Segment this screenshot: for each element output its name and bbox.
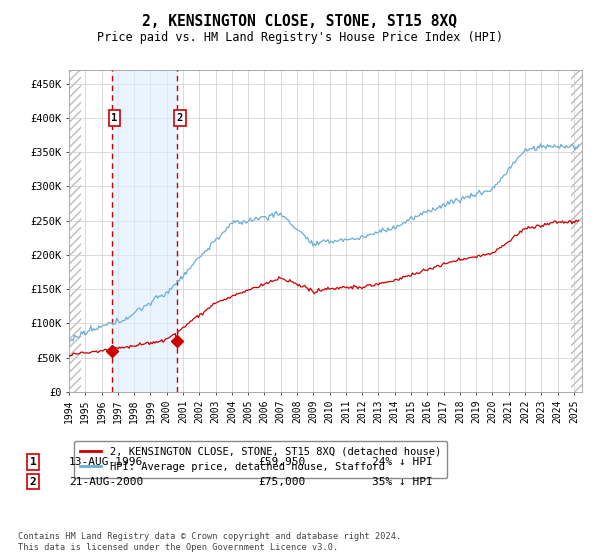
Bar [112, 70, 177, 392]
Text: 13-AUG-1996: 13-AUG-1996 [69, 457, 143, 467]
Text: 2: 2 [177, 113, 183, 123]
Bar [69, 70, 81, 392]
Bar [69, 70, 81, 392]
Text: 21-AUG-2000: 21-AUG-2000 [69, 477, 143, 487]
Text: £59,950: £59,950 [258, 457, 305, 467]
Text: 1: 1 [29, 457, 37, 467]
Bar [571, 70, 582, 392]
Text: 2, KENSINGTON CLOSE, STONE, ST15 8XQ: 2, KENSINGTON CLOSE, STONE, ST15 8XQ [143, 14, 458, 29]
Legend: 2, KENSINGTON CLOSE, STONE, ST15 8XQ (detached house), HPI: Average price, detac: 2, KENSINGTON CLOSE, STONE, ST15 8XQ (de… [74, 441, 447, 478]
Text: Price paid vs. HM Land Registry's House Price Index (HPI): Price paid vs. HM Land Registry's House … [97, 31, 503, 44]
Text: £75,000: £75,000 [258, 477, 305, 487]
Text: 2: 2 [29, 477, 37, 487]
Bar [571, 70, 582, 392]
Text: 1: 1 [112, 113, 118, 123]
Text: 35% ↓ HPI: 35% ↓ HPI [372, 477, 433, 487]
Text: Contains HM Land Registry data © Crown copyright and database right 2024.
This d: Contains HM Land Registry data © Crown c… [18, 532, 401, 552]
Text: 24% ↓ HPI: 24% ↓ HPI [372, 457, 433, 467]
